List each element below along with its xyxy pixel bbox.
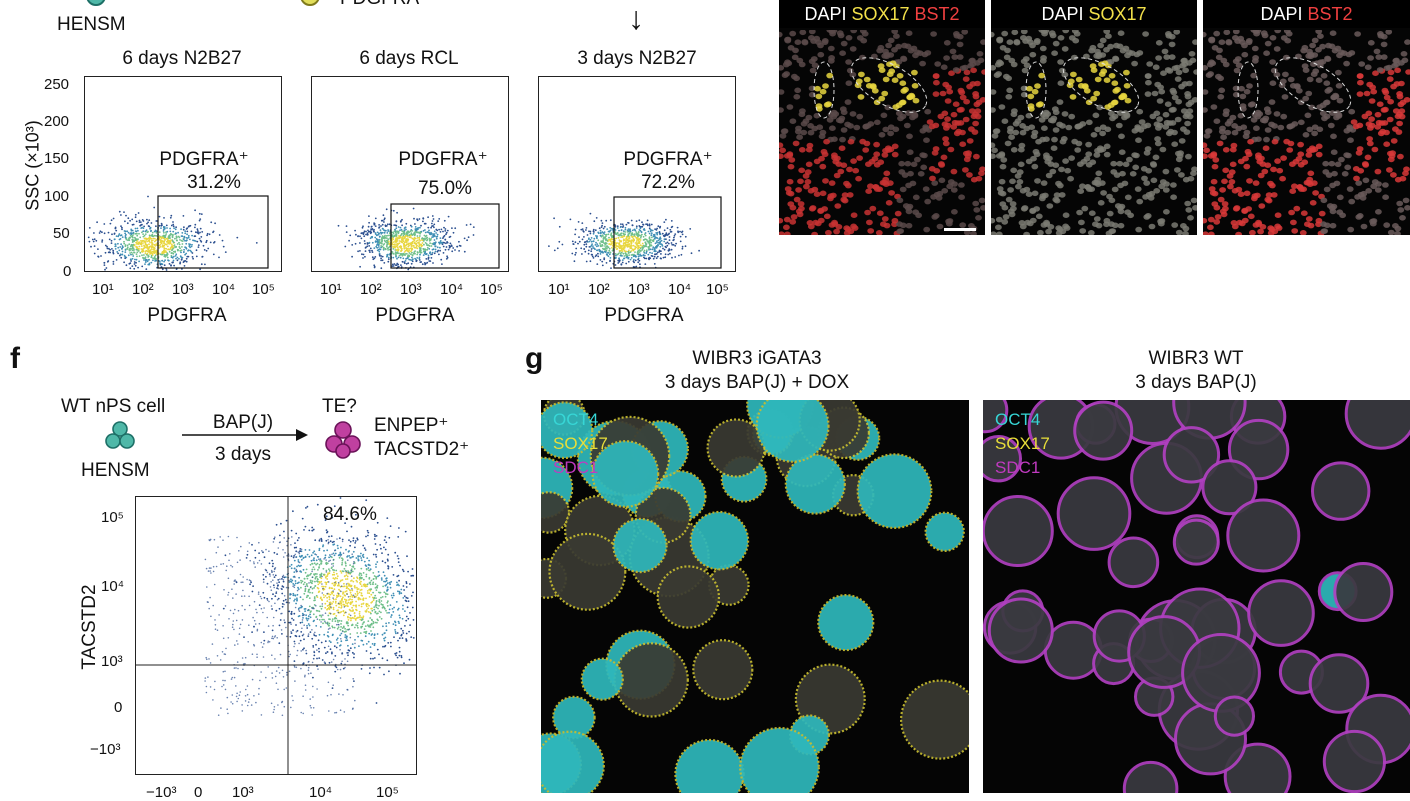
gate-pct-1: 31.2% (187, 172, 241, 194)
y-tick: 10³ (101, 653, 123, 670)
channel-label: OCT4 (995, 410, 1040, 430)
x-tick: 10² (360, 281, 382, 298)
flow-plot-2 (311, 76, 509, 272)
x-axis-label-1: PDGFRA (147, 305, 226, 327)
tacstd2-axis-label: TACSTD2 (79, 577, 101, 677)
channel-label: OCT4 (553, 410, 598, 430)
x-tick: 10⁵ (706, 281, 729, 298)
y-tick: 150 (44, 150, 69, 167)
marker-tacstd2: TACSTD2⁺ (374, 438, 469, 461)
down-arrow-icon: ↓ (628, 2, 644, 34)
source-sub-label: HENSM (81, 460, 150, 482)
x-tick: 10⁴ (212, 281, 235, 298)
gate-pct-3: 72.2% (641, 172, 695, 194)
te-cell-cluster-icon (324, 420, 362, 460)
y-tick: 50 (53, 225, 70, 242)
right-arrow-icon (180, 426, 310, 444)
channel-label: SOX17 (995, 434, 1050, 454)
pdgfra-cell-icon (298, 0, 322, 10)
marker-enpep: ENPEP⁺ (374, 414, 448, 437)
gate-label-3: PDGFRA⁺ (623, 148, 712, 171)
flow-plot-tacstd2 (135, 496, 417, 776)
x-tick: 10² (588, 281, 610, 298)
g-image-1-title-1: WIBR3 iGATA3 (692, 348, 821, 370)
panel-letter-f: f (10, 342, 20, 376)
x-tick: 10³ (172, 281, 194, 298)
channel-label: SDC1 (553, 458, 598, 478)
micrograph-dapi-sox17: DAPI SOX17 (991, 0, 1197, 235)
channel-label: SDC1 (995, 458, 1040, 478)
plot-title-2: 6 days RCL (359, 48, 458, 70)
x-tick: 10⁵ (480, 281, 503, 298)
g-image-1-title-2: 3 days BAP(J) + DOX (665, 372, 849, 394)
x-tick: 10⁵ (252, 281, 275, 298)
micrograph-title: DAPI SOX17 BST2 (779, 0, 985, 28)
x-axis-label-2: PDGFRA (375, 305, 454, 327)
plot-title-1: 6 days N2B27 (122, 48, 241, 70)
target-label: TE? (322, 396, 357, 418)
x-tick: 10⁴ (440, 281, 463, 298)
y-tick: 0 (114, 699, 122, 716)
quadrant-pct: 84.6% (323, 504, 377, 526)
x-tick: 10¹ (92, 281, 114, 298)
x-tick: 10² (132, 281, 154, 298)
plot-title-3: 3 days N2B27 (577, 48, 696, 70)
micrograph-dapi-bst2: DAPI BST2 (1203, 0, 1410, 235)
y-tick: 100 (44, 188, 69, 205)
x-tick: 10³ (400, 281, 422, 298)
gate-label-2: PDGFRA⁺ (398, 148, 487, 171)
x-tick: 10¹ (548, 281, 570, 298)
g-image-2-title-2: 3 days BAP(J) (1135, 372, 1256, 394)
channel-label: SOX17 (553, 434, 608, 454)
micrograph-igata3: OCT4 SOX17 SDC1 (541, 400, 969, 793)
micrograph-title: DAPI BST2 (1203, 0, 1410, 28)
micrograph-dapi-sox17-bst2: DAPI SOX17 BST2 (779, 0, 985, 235)
scale-bar (944, 228, 976, 231)
y-tick: −10³ (90, 741, 120, 758)
pdgfra-label-top: PDGFRA (340, 0, 419, 10)
x-tick: 10¹ (320, 281, 342, 298)
arrow-bottom-label: 3 days (215, 444, 271, 466)
hensm-label: HENSM (57, 14, 126, 36)
y-tick: 10⁵ (101, 509, 124, 526)
y-tick: 10⁴ (101, 578, 124, 595)
x-tick: 10⁴ (668, 281, 691, 298)
ssc-axis-label: SSC (×10³) (23, 111, 44, 221)
x-tick: 10³ (628, 281, 650, 298)
flow-plot-3 (538, 76, 736, 272)
hensm-cell-icon (84, 0, 108, 10)
micrograph-wt: OCT4 SOX17 SDC1 (983, 400, 1410, 793)
flow-plot-1 (84, 76, 282, 272)
source-cell-label: WT nPS cell (61, 396, 165, 418)
panel-letter-g: g (525, 342, 543, 376)
gate-pct-2: 75.0% (418, 178, 472, 200)
x-axis-label-3: PDGFRA (604, 305, 683, 327)
y-tick: 200 (44, 113, 69, 130)
g-image-2-title-1: WIBR3 WT (1149, 348, 1244, 370)
wt-cell-cluster-icon (104, 420, 136, 452)
micrograph-title: DAPI SOX17 (991, 0, 1197, 28)
y-tick: 250 (44, 76, 69, 93)
y-tick: 0 (63, 263, 71, 280)
gate-label-1: PDGFRA⁺ (159, 148, 248, 171)
